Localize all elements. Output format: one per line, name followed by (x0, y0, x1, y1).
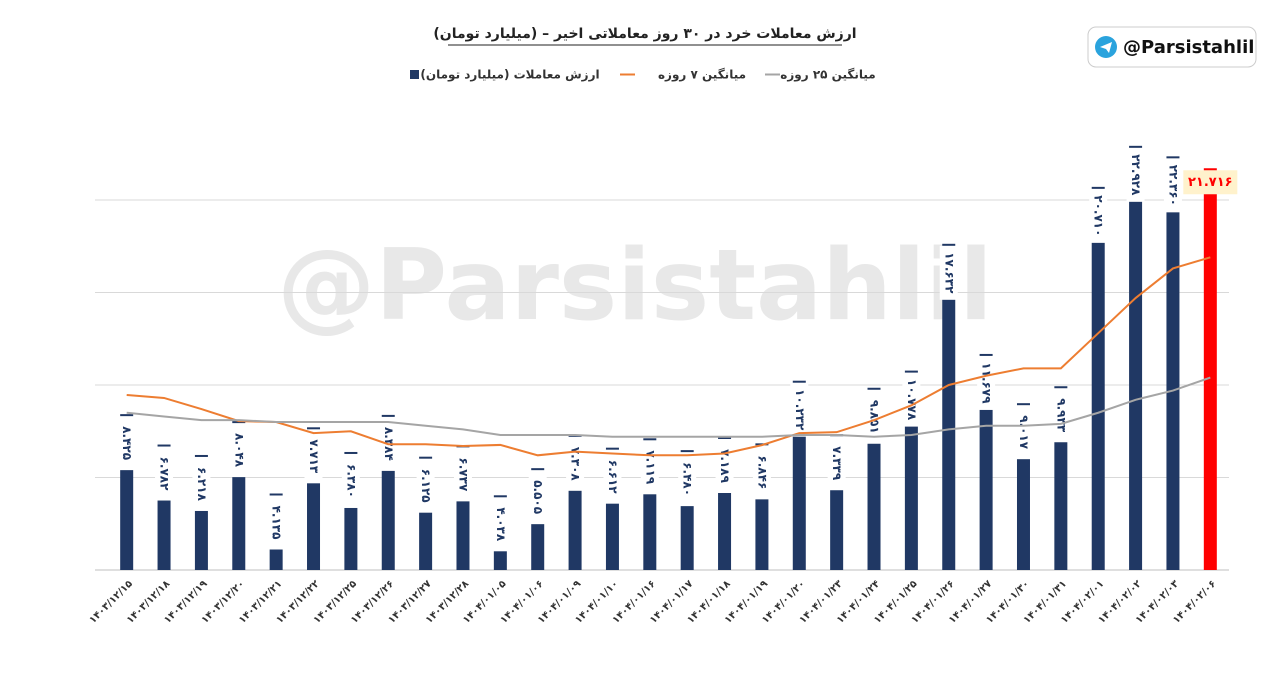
value-label-box (902, 372, 921, 427)
value-label: ۱۰.۲۳۲ (793, 389, 807, 431)
value-label: ۷.۷۱۳ (307, 439, 321, 474)
value-label-box (1126, 147, 1145, 202)
value-label: ۱۷.۶۳۲ (942, 252, 956, 294)
chart-title: ارزش معاملات خرد در ۳۰ روز معاملاتی اخیر… (433, 26, 856, 42)
value-label-box (1183, 170, 1238, 195)
value-label: ۶.۸۴۶ (755, 455, 769, 489)
badge-box (1087, 26, 1257, 68)
value-label: ۷.۱۱۹ (643, 450, 657, 485)
bar (1091, 186, 1105, 571)
value-label: ۶.۶۱۲ (606, 460, 620, 495)
value-label-box (117, 416, 136, 471)
value-label: ۷.۱۸۹ (718, 449, 732, 484)
bar (1203, 168, 1217, 570)
value-label: ۸.۴۲۵ (120, 426, 134, 460)
value-label: ۲۲.۳۶۰ (1166, 165, 1180, 206)
value-label: ۱۰.۷۷۸ (905, 379, 919, 421)
value-label-box (1163, 158, 1182, 213)
value-label: ۷.۳۰۸ (569, 447, 583, 482)
value-label-box (1051, 388, 1070, 443)
value-label-box (453, 447, 472, 502)
watermark: @Parsistahlil (277, 229, 992, 343)
value-label-box (939, 245, 958, 300)
value-label-box (491, 497, 510, 552)
value-label-box (416, 458, 435, 513)
value-label: ۶.۱۲۵ (419, 469, 433, 503)
value-label-box (603, 449, 622, 504)
legend-marker (410, 70, 419, 79)
legend-label: میانگین ۲۵ روزه (780, 68, 875, 83)
value-label-box (865, 389, 884, 444)
bar (942, 243, 956, 571)
legend-label: میانگین ۷ روزه (658, 68, 746, 83)
value-label-box (827, 436, 846, 491)
value-label: ۹.۸۵۱ (868, 400, 882, 434)
value-label: ۶.۴۸۰ (681, 462, 695, 496)
value-label-box (790, 382, 809, 437)
value-label-box (528, 470, 547, 525)
bar (1129, 145, 1143, 570)
value-label-box (1089, 188, 1108, 243)
value-label-box (192, 456, 211, 511)
value-label: ۶.۷۸۲ (158, 457, 172, 492)
value-label: ۵.۵۰۵ (531, 480, 545, 514)
value-label-box (155, 446, 174, 501)
value-label: ۱۱.۶۷۹ (980, 362, 994, 404)
value-label: ۶.۲۱۸ (195, 467, 209, 502)
line (126, 376, 1211, 438)
value-label-box (1014, 405, 1033, 460)
telegram-plane (1100, 42, 1112, 53)
line (126, 256, 1211, 457)
value-label-box (977, 355, 996, 410)
value-label: ۸.۰۴۸ (232, 433, 246, 468)
value-label-box (304, 429, 323, 484)
value-label: ۲۱.۷۱۶ (1188, 175, 1233, 190)
value-label-box (267, 495, 286, 550)
value-label: ۴.۱۳۵ (270, 506, 284, 540)
value-label: ۲۰.۷۱۰ (1092, 195, 1106, 236)
value-label: ۶.۳۸۰ (344, 464, 358, 498)
value-label-box (640, 440, 659, 495)
value-label-box (752, 445, 771, 500)
value-label: ۹.۹۳۳ (1054, 398, 1068, 433)
value-label: ۲۲.۹۲۸ (1129, 154, 1143, 196)
value-label: ۷.۳۳۹ (830, 446, 844, 481)
value-label-box (229, 423, 248, 478)
legend-label: ارزش معاملات (میلیارد تومان) (420, 68, 599, 83)
value-label-box (341, 453, 360, 508)
value-label-box (678, 452, 697, 507)
bar (1166, 156, 1180, 570)
value-label: ۶.۷۳۷ (456, 457, 470, 492)
badge-text: @Parsistahlil (1123, 37, 1254, 58)
badge: @Parsistahlil (1087, 26, 1257, 68)
value-label: ۹.۰۱۷ (1017, 415, 1031, 450)
value-label-box (566, 436, 585, 491)
value-label: ۴.۰۳۸ (494, 507, 508, 542)
